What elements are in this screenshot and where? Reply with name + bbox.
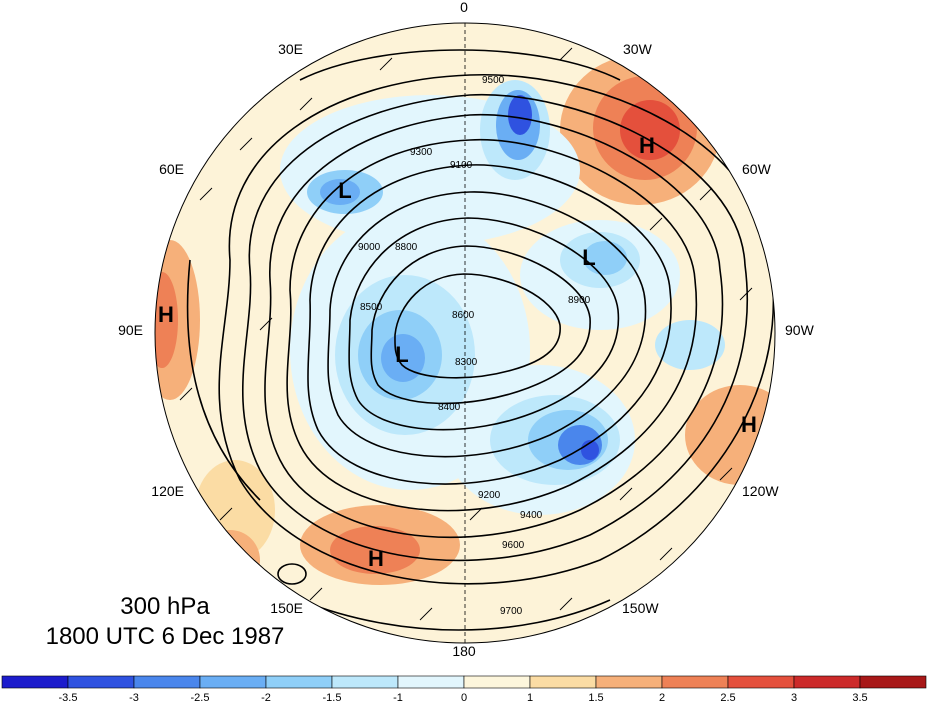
low-center-60e: L (338, 178, 351, 203)
high-center-30w: H (639, 133, 655, 158)
colorbar-swatch (661, 675, 729, 689)
anomaly-shading (155, 55, 775, 590)
colorbar-swatch (529, 675, 597, 689)
lon-label-180: 180 (452, 643, 476, 659)
lon-label-90e: 90E (118, 322, 143, 338)
longitude-labels: 0 30W 60W 90W 120W 150W 180 150E 120E 90… (118, 0, 814, 659)
low-center-120e: L (395, 342, 408, 367)
colorbar-swatch (1, 675, 69, 689)
valid-time-label: 1800 UTC 6 Dec 1987 (45, 623, 285, 650)
colorbar-tick-label: 2.5 (720, 692, 735, 702)
colorbar-tick-label: -3 (129, 692, 139, 702)
colorbar-swatch (397, 675, 465, 689)
lon-label-0: 0 (460, 0, 468, 15)
contour-label-8800: 8800 (395, 242, 418, 253)
contour-label-9500: 9500 (482, 75, 505, 86)
height-contours (186, 49, 775, 631)
colorbar-swatch (199, 675, 267, 689)
map-boundary (154, 22, 776, 644)
colorbar-tick-label: 0 (461, 692, 467, 702)
colorbar-tick-label: -3.5 (59, 692, 78, 702)
contour-label-8500: 8500 (360, 302, 383, 313)
high-center-90e: H (158, 302, 174, 327)
contour-label-9000: 9000 (358, 242, 381, 253)
colorbar-tick-label: -1 (393, 692, 403, 702)
contour-label-9200: 9200 (478, 490, 501, 501)
colorbar-swatch (463, 675, 531, 689)
colorbar-swatch (133, 675, 201, 689)
contour-label-8300: 8300 (455, 357, 478, 368)
colorbar-swatch (859, 675, 927, 689)
lon-label-90w: 90W (785, 322, 815, 338)
lon-label-60w: 60W (742, 161, 772, 177)
contour-label-9400: 9400 (520, 510, 543, 521)
pressure-centers: H H H H L L L (158, 133, 757, 571)
contour-label-9700: 9700 (500, 606, 523, 617)
contour-label-8600: 8600 (452, 310, 475, 321)
lon-label-120w: 120W (742, 483, 779, 499)
colorbar-swatch (595, 675, 663, 689)
colorbar: -3.5 -3 -2.5 -2 -1.5 -1 0 1 1.5 2 2.5 3 3.5 (1, 675, 927, 702)
polar-stereographic-map: 0 30W 60W 90W 120W 150W 180 150E 120E 90… (118, 0, 814, 659)
contour-label-8900: 8900 (568, 295, 591, 306)
colorbar-swatch (793, 675, 861, 689)
colorbar-swatch (265, 675, 333, 689)
contour-labels: 9700 9600 9500 9400 9300 9200 9100 9000 … (358, 75, 591, 617)
wind-barbs (179, 47, 753, 621)
contour-label-8400: 8400 (438, 402, 461, 413)
low-center-90w: L (582, 245, 595, 270)
pressure-level-label: 300 hPa (120, 593, 210, 620)
lon-label-60e: 60E (159, 161, 184, 177)
colorbar-tick-label: 3.5 (852, 692, 867, 702)
lon-label-30e: 30E (278, 41, 303, 57)
colorbar-tick-label: 2 (659, 692, 665, 702)
colorbar-swatch (727, 675, 795, 689)
lon-label-120e: 120E (151, 483, 184, 499)
colorbar-swatch (331, 675, 399, 689)
high-center-150e: H (368, 546, 384, 571)
colorbar-tick-label: -1.5 (323, 692, 342, 702)
contour-label-9600: 9600 (502, 540, 525, 551)
contour-label-9300: 9300 (410, 147, 433, 158)
colorbar-swatch (67, 675, 135, 689)
colorbar-tick-label: 1 (527, 692, 533, 702)
high-center-120w: H (741, 412, 757, 437)
colorbar-tick-label: -2 (261, 692, 271, 702)
colorbar-tick-label: -2.5 (191, 692, 210, 702)
lon-label-150w: 150W (622, 600, 659, 616)
lon-label-30w: 30W (623, 41, 653, 57)
contour-label-9100: 9100 (450, 160, 473, 171)
lon-label-150e: 150E (270, 600, 303, 616)
colorbar-tick-label: 3 (791, 692, 797, 702)
colorbar-tick-label: 1.5 (588, 692, 603, 702)
